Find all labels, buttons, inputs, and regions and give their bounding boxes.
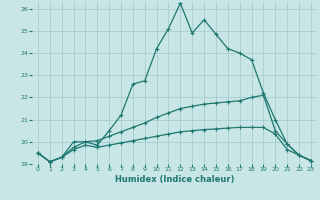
X-axis label: Humidex (Indice chaleur): Humidex (Indice chaleur) (115, 175, 234, 184)
